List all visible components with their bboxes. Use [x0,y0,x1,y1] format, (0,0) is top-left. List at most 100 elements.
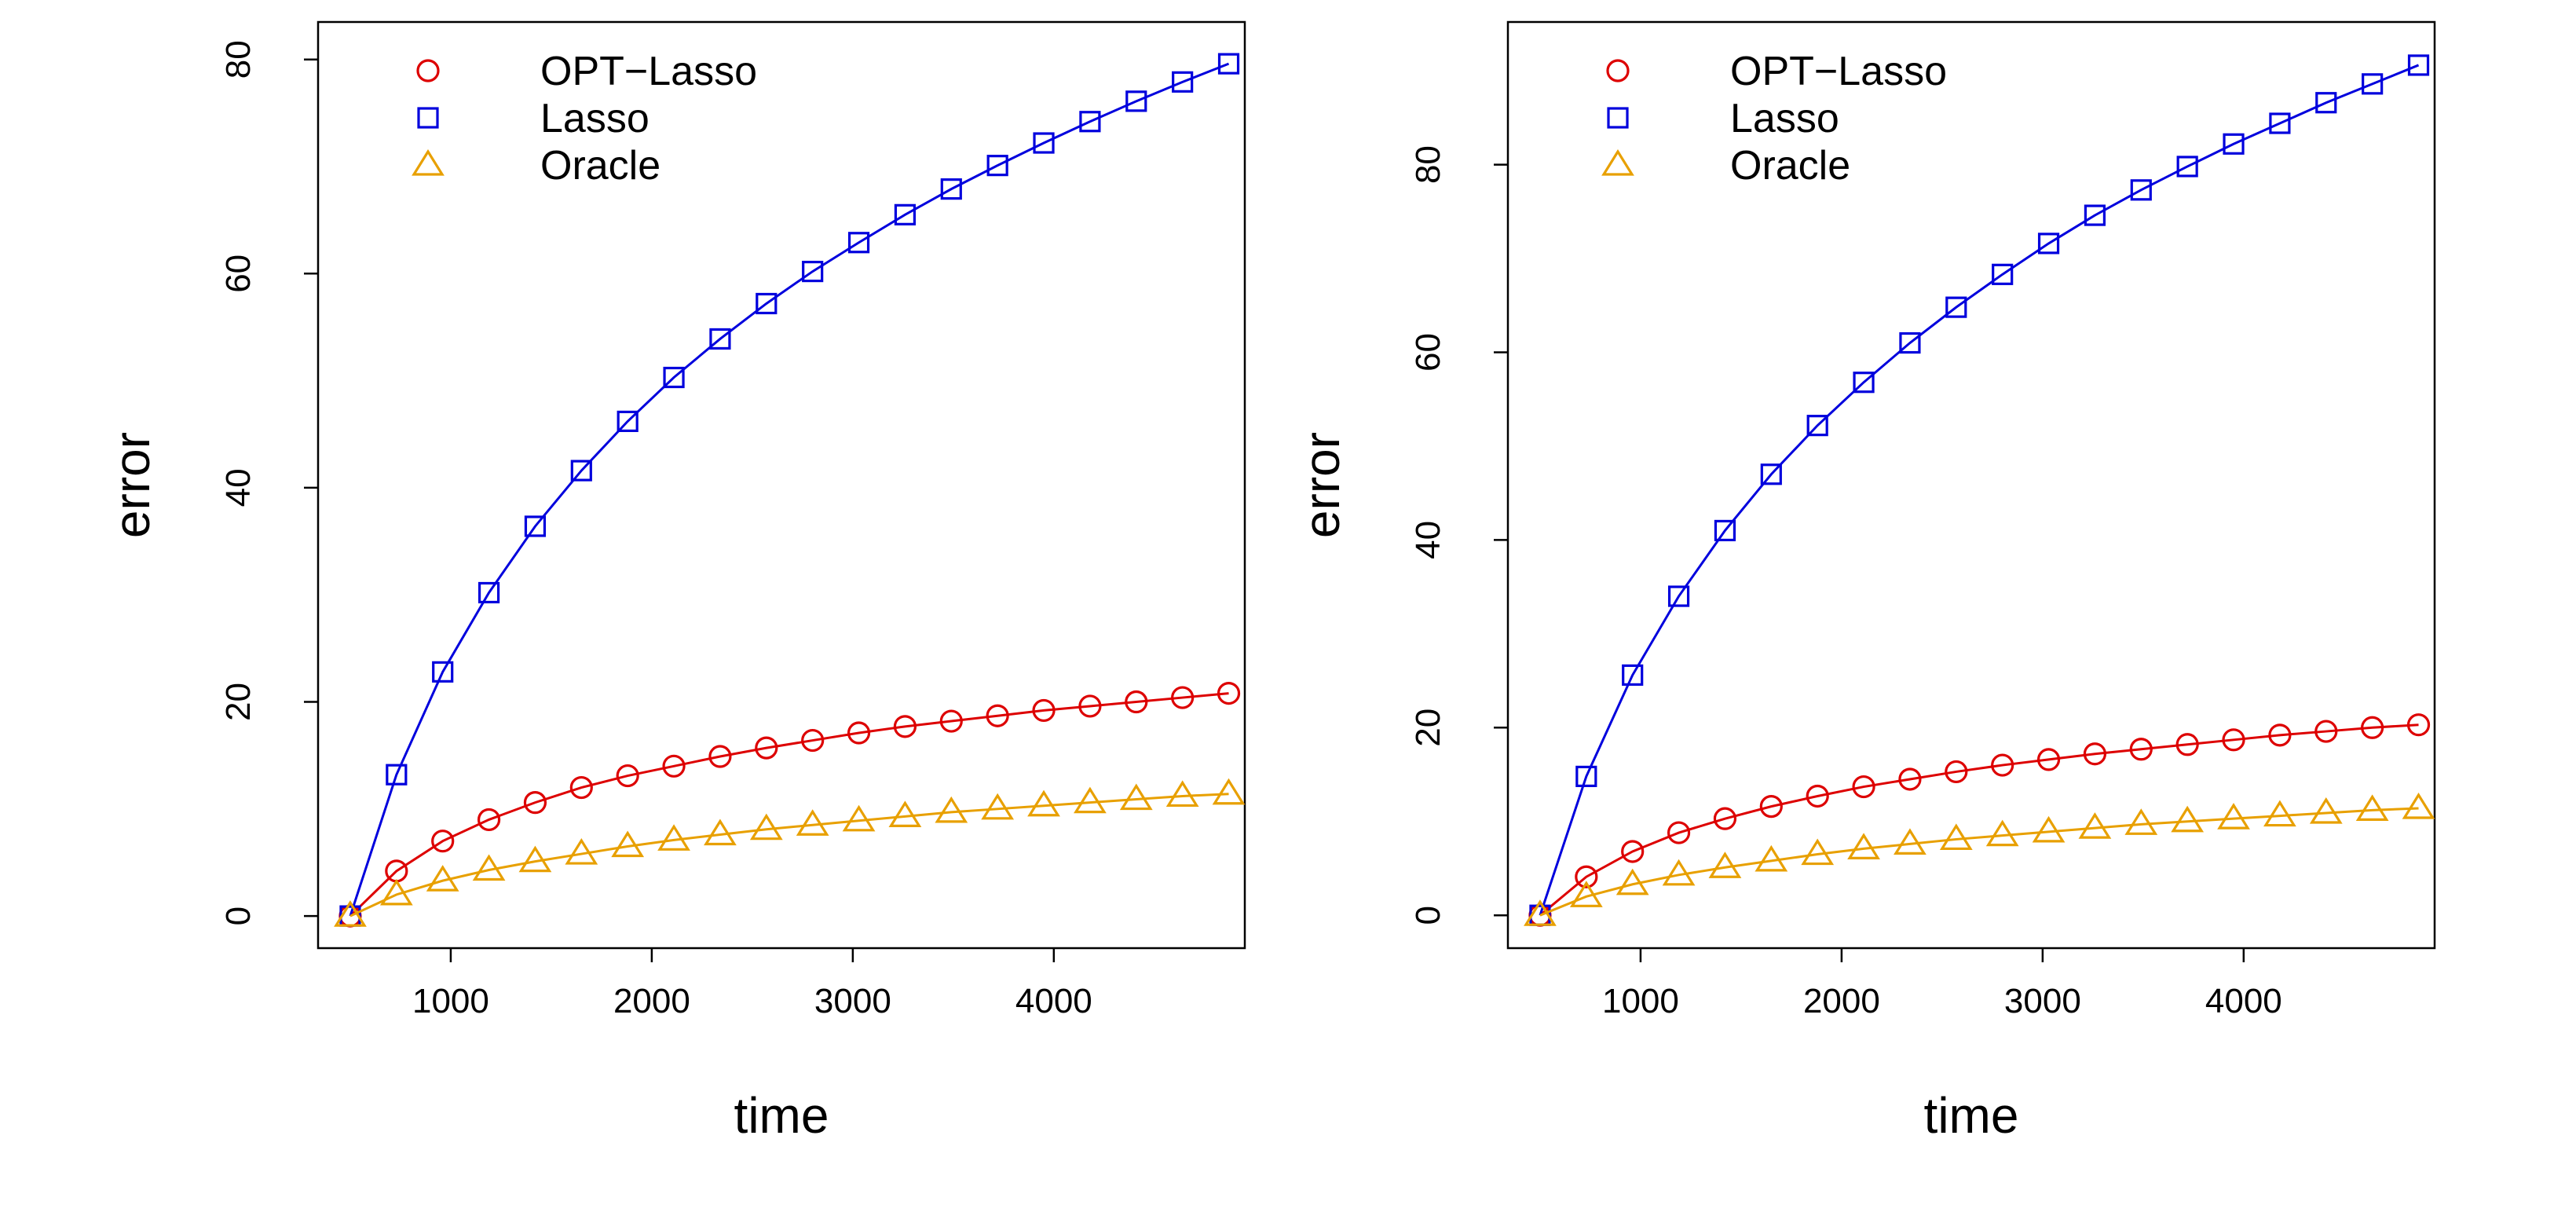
x-tick-label: 1000 [1602,982,1679,1020]
data-point-square [2084,204,2106,226]
plot-frame [317,20,1246,950]
data-point-circle [431,830,455,853]
data-point-triangle [472,854,506,881]
y-tick-label: 60 [219,255,258,293]
data-point-square [1853,372,1875,394]
data-point-square [1714,519,1736,542]
data-point-square [617,410,639,433]
data-point-square [432,661,454,683]
data-point-triangle [1524,899,1557,926]
data-point-triangle [1847,833,1880,859]
data-point-triangle [1985,819,2019,847]
y-tick-label: 60 [1409,333,1447,372]
data-point-square [1667,585,1690,607]
data-point-square [2269,112,2291,134]
y-tick-label: 40 [1409,521,1447,559]
y-tick-label: 80 [219,40,258,79]
data-point-triangle [1615,868,1649,896]
x-tick-label: 3000 [814,982,891,1020]
data-point-triangle [1662,859,1696,886]
x-tick-label: 2000 [1803,982,1880,1020]
data-point-triangle [426,865,459,892]
right-chart-panel: 1000 2000 3000 4000 0 20 40 60 80 time error OPT−La… [1293,20,2436,1144]
data-point-circle [1898,767,1922,791]
data-point-square [1079,111,1101,133]
data-point-triangle [796,809,829,836]
data-point-circle [569,775,593,800]
data-point-square [847,232,870,254]
legend-marker-triangle [412,148,445,176]
data-point-square [1899,331,1921,354]
data-point-triangle [1894,828,1927,855]
y-tick-label: 80 [1409,145,1447,184]
data-point-square [2362,73,2384,95]
data-point-circle [847,721,871,745]
data-point-triangle [1708,852,1742,878]
data-point-circle [755,736,778,760]
series-line [1539,64,2420,916]
data-point-circle [2222,728,2245,752]
data-point-triangle [2355,794,2389,822]
x-tick-label: 2000 [613,982,690,1020]
data-point-triangle [2124,808,2158,835]
data-point-triangle [888,800,922,827]
data-point-square [2176,156,2198,178]
data-point-square [524,515,547,537]
data-point-square [663,366,685,389]
data-point-square [709,328,731,350]
data-point-circle [2268,723,2292,747]
data-point-triangle [1165,780,1199,808]
series-line [349,62,1230,917]
data-point-circle [662,754,686,778]
series-oracle [1524,792,2435,926]
data-point-triangle [657,824,690,851]
data-point-triangle [1939,823,1973,851]
data-point-triangle [2402,792,2435,819]
data-point-circle [2129,738,2153,761]
data-point-circle [1713,807,1737,830]
data-point-circle [1621,840,1645,863]
data-point-square [478,581,500,604]
data-point-circle [1806,784,1829,808]
data-point-triangle [935,796,968,823]
data-point-triangle [1212,778,1246,805]
data-point-triangle [2263,800,2296,827]
series-opt-lasso [338,682,1241,928]
data-point-triangle [334,900,367,927]
data-point-square [1806,415,1828,437]
data-point-triangle [1074,786,1107,814]
data-point-triangle [1755,844,1788,872]
x-tick-label: 4000 [2205,982,2282,1020]
data-point-circle [1991,753,2014,777]
data-point-circle [2314,720,2338,743]
data-point-square [940,178,962,200]
legend-marker-circle [1606,59,1630,82]
data-point-circle [1575,865,1598,888]
data-point-triangle [2171,805,2205,833]
series-lasso [339,53,1240,927]
data-point-circle [2406,713,2431,737]
data-point-circle [1759,795,1783,819]
data-point-circle [1032,698,1056,723]
series-opt-lasso [1528,713,2431,927]
legend-label: OPT−Lasso [1730,49,1947,94]
y-tick-label: 40 [219,468,258,507]
series-lasso [1529,54,2430,926]
x-axis-title: time [734,1087,829,1144]
x-axis-title: time [1924,1087,2019,1144]
data-point-square [1125,90,1147,112]
data-point-square [1622,664,1644,686]
data-point-circle [523,791,547,815]
data-point-triangle [1801,838,1835,866]
data-point-triangle [2217,803,2250,830]
x-tick-label: 1000 [412,982,489,1020]
legend-label: Oracle [540,143,660,189]
data-point-square [1992,263,2014,285]
data-point-triangle [1027,789,1060,817]
data-point-square [1760,463,1782,485]
y-tick-label: 20 [1409,709,1447,747]
y-tick-label: 20 [219,683,258,721]
data-point-square [1945,296,1967,318]
legend-label: Lasso [1730,96,1839,141]
